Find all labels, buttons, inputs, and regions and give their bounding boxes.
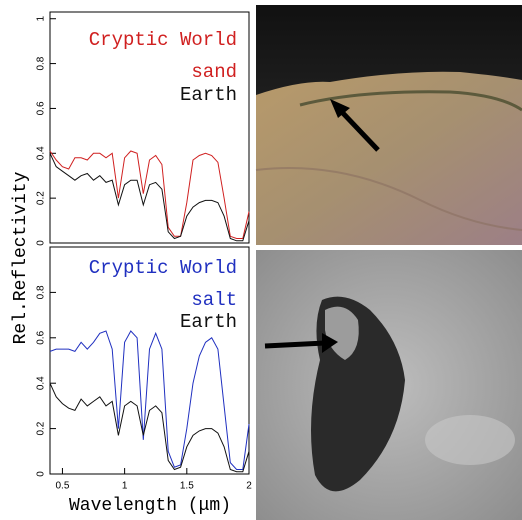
y-tick-label: 1 — [36, 16, 47, 22]
y-tick-label: 0 — [36, 471, 47, 477]
y-tick-label: 0.8 — [36, 285, 47, 299]
legend-label: salt — [191, 289, 237, 311]
series-line — [49, 153, 250, 242]
y-tick-label: 0 — [36, 240, 47, 246]
series-line — [49, 382, 250, 473]
sand-photo — [255, 5, 522, 245]
legend-label: Earth — [180, 84, 237, 106]
legend-label: sand — [191, 61, 237, 83]
arrow — [264, 333, 338, 353]
x-tick-label: 0.5 — [55, 481, 69, 492]
chart-title: Cryptic World — [89, 257, 237, 279]
y-axis-label: Rel.Reflectivity — [11, 171, 31, 344]
x-tick-label: 1.5 — [180, 481, 194, 492]
chart-title: Cryptic World — [89, 29, 237, 51]
series-line — [49, 330, 250, 470]
y-tick-label: 0.6 — [36, 330, 47, 344]
x-tick-label: 2 — [246, 481, 252, 492]
x-axis-label: Wavelength (μm) — [69, 496, 231, 516]
y-tick-label: 0.2 — [36, 421, 47, 435]
salt-photo — [256, 250, 522, 520]
y-tick-label: 0.4 — [36, 376, 47, 390]
y-tick-label: 0.8 — [36, 56, 47, 70]
y-tick-label: 0.6 — [36, 101, 47, 115]
series-line — [49, 150, 250, 239]
plot-frame — [49, 11, 250, 244]
legend-label: Earth — [180, 311, 237, 333]
x-tick-label: 1 — [122, 481, 128, 492]
arrow — [330, 99, 380, 152]
plot-frame — [49, 246, 250, 475]
y-tick-label: 0.4 — [36, 146, 47, 160]
y-tick-label: 0.2 — [36, 191, 47, 205]
